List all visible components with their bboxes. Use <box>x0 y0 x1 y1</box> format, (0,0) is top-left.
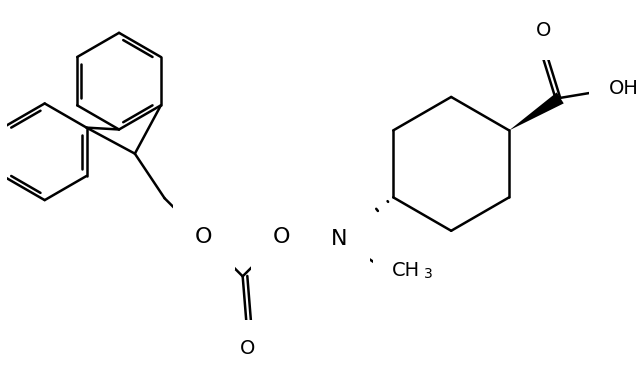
Text: OH: OH <box>609 79 638 98</box>
Text: O: O <box>195 227 212 247</box>
Text: CH: CH <box>392 261 420 280</box>
Text: O: O <box>273 227 291 247</box>
Text: N: N <box>331 229 348 249</box>
Text: O: O <box>239 339 255 358</box>
Polygon shape <box>509 92 564 130</box>
Text: O: O <box>536 21 551 40</box>
Text: 3: 3 <box>424 267 433 282</box>
